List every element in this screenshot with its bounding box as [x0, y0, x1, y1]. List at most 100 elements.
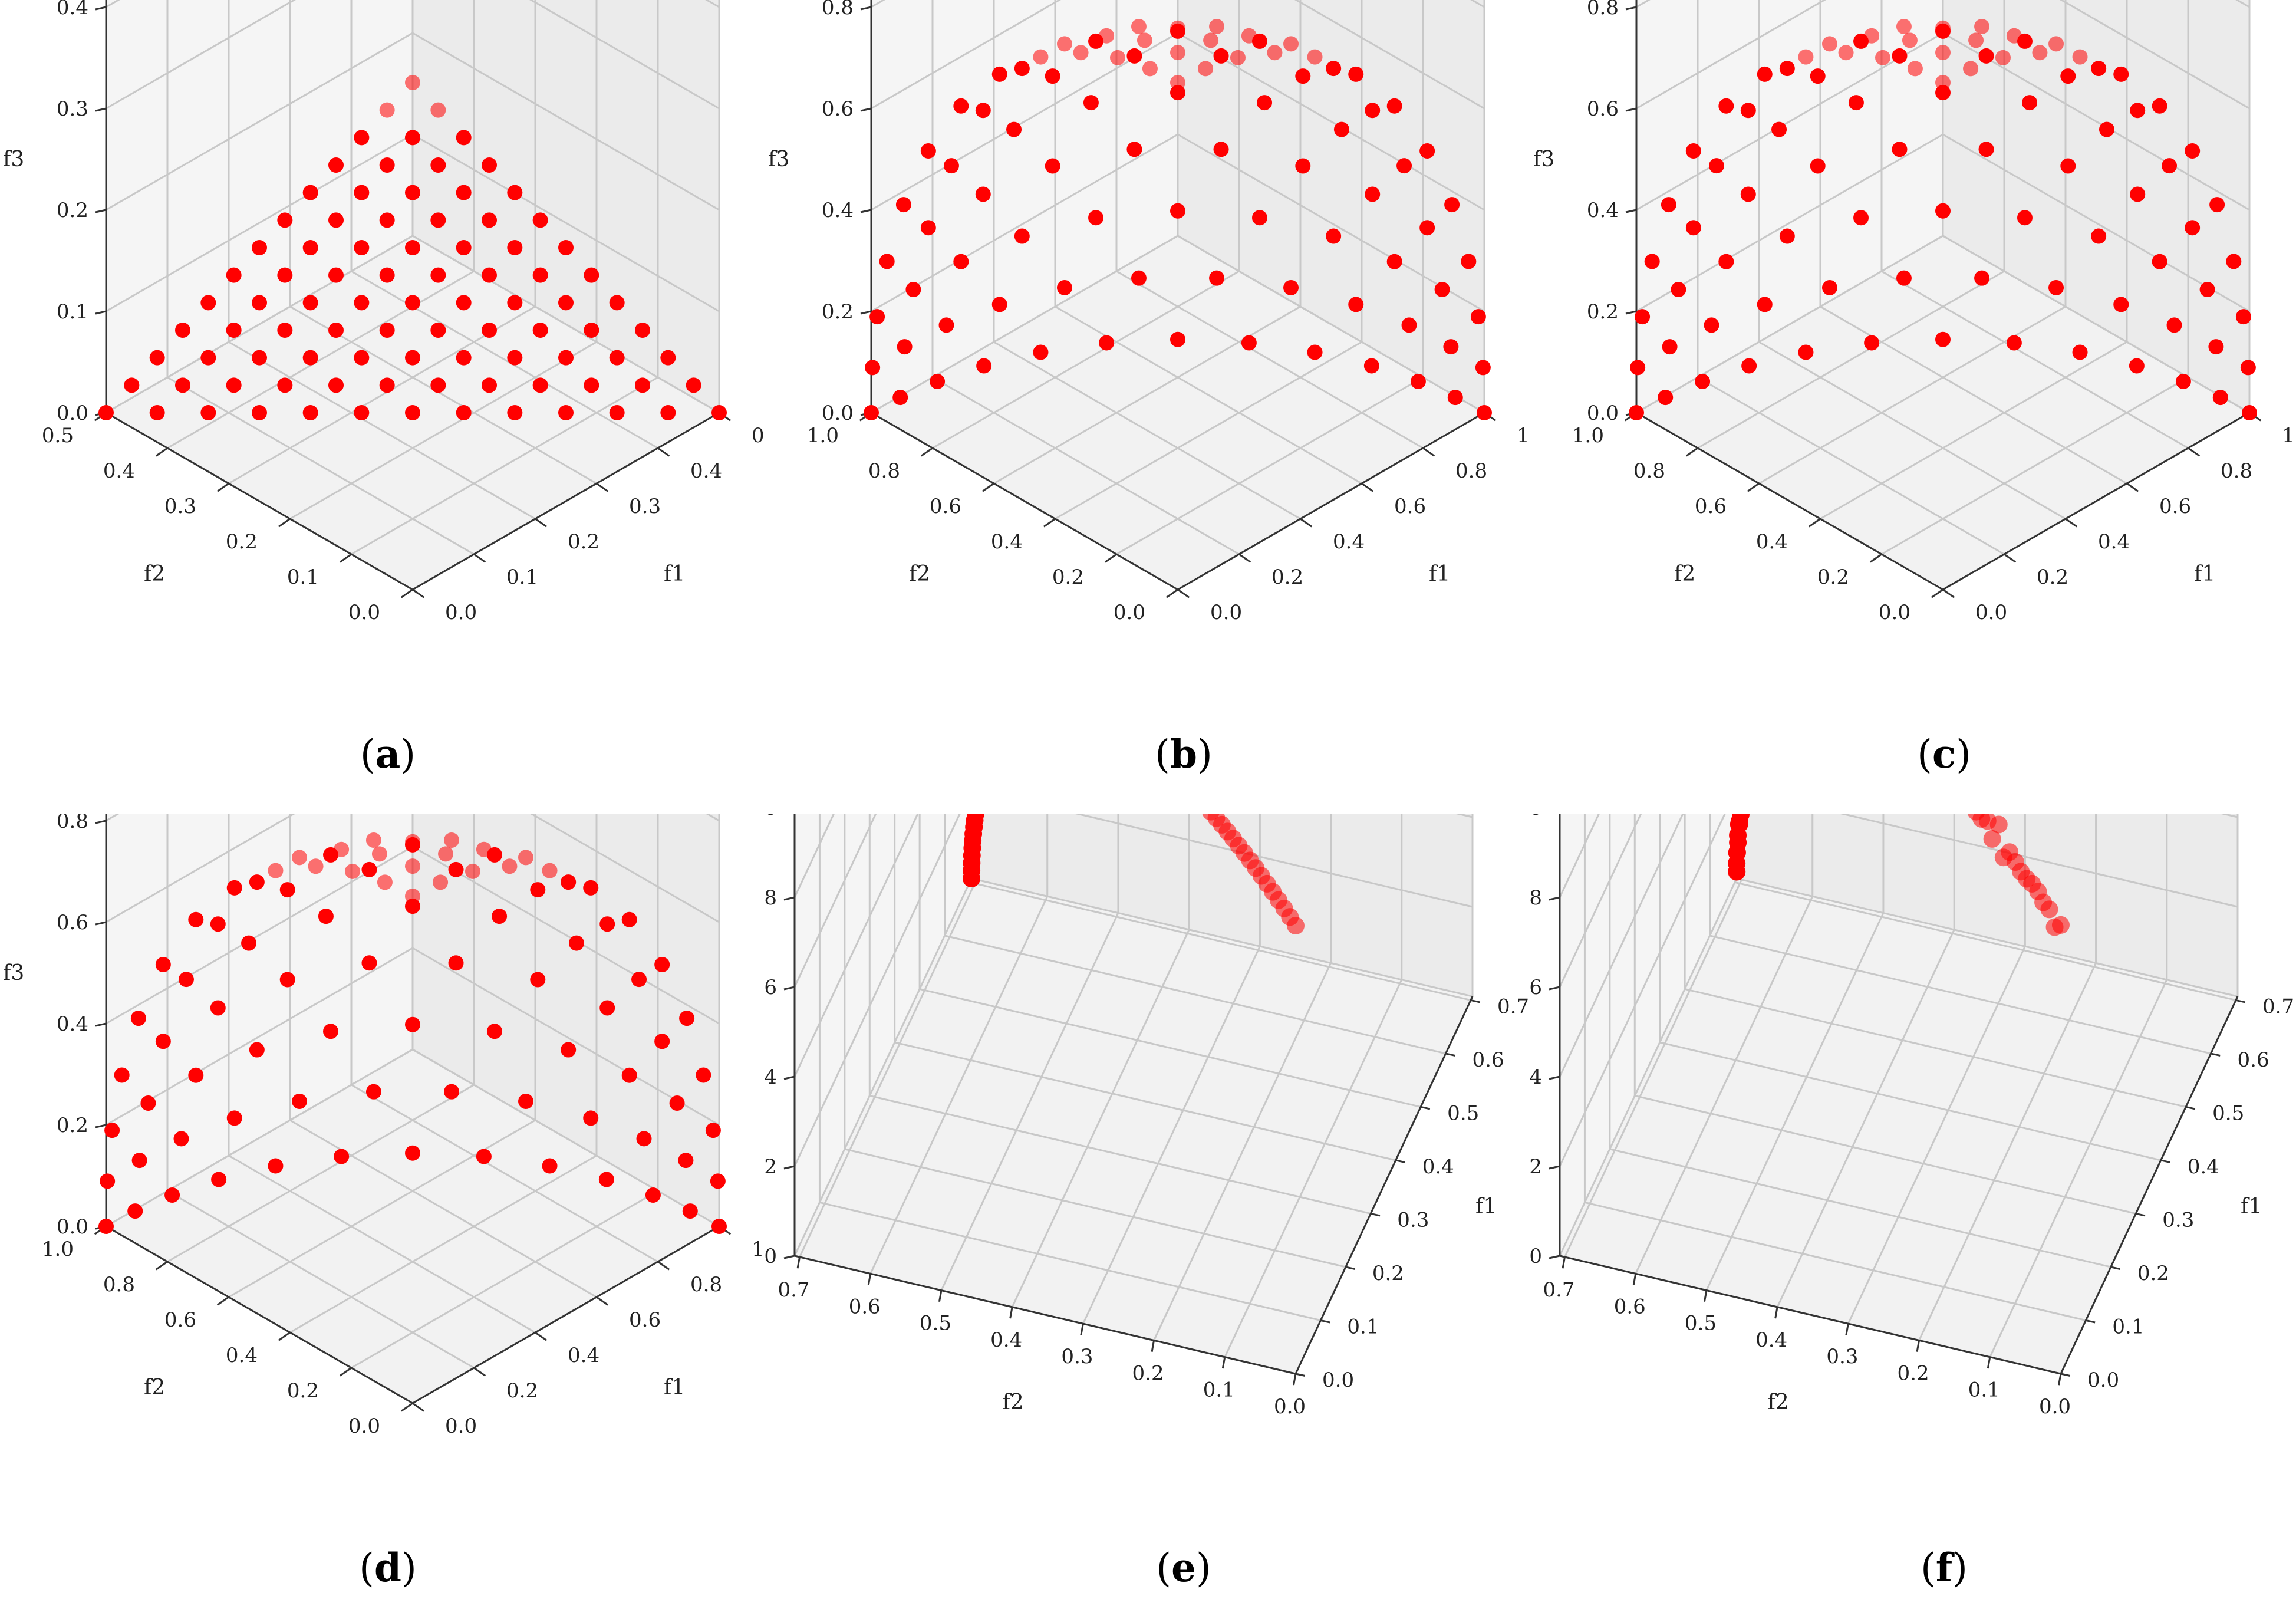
z-tick: [783, 1075, 795, 1080]
data-point: [1006, 121, 1022, 137]
x-tick: [2060, 1373, 2071, 1377]
y-tick: [278, 518, 291, 528]
data-point: [1740, 103, 1756, 119]
x-tick-label: 0.3: [1397, 1208, 1429, 1232]
data-point: [705, 1123, 721, 1138]
data-point: [178, 972, 194, 988]
z-tick: [783, 1165, 795, 1170]
z-axis-title: f3: [1533, 147, 1554, 172]
grid-line-z: [106, 32, 720, 211]
data-point: [405, 130, 420, 146]
y-tick: [1703, 1290, 1708, 1302]
y-tick-label: 0.2: [287, 1379, 319, 1403]
data-point: [155, 957, 171, 973]
y-tick-label: 0.3: [1061, 1345, 1093, 1368]
data-point: [482, 323, 497, 338]
x-tick: [2135, 1213, 2146, 1217]
data-point: [991, 297, 1007, 312]
data-point: [1014, 61, 1030, 77]
x-tick: [657, 1261, 670, 1271]
chart-b: 0.00.20.40.60.81.00.00.20.40.60.81.00.00…: [768, 0, 1530, 624]
data-point: [444, 1084, 460, 1100]
data-point: [2060, 68, 2076, 84]
data-point: [465, 863, 480, 879]
data-point: [1363, 358, 1379, 374]
y-tick: [1774, 1307, 1778, 1319]
x-axis-title: f1: [1429, 562, 1450, 586]
data-point: [291, 850, 307, 866]
data-point: [930, 373, 946, 389]
y-tick-label: 0.5: [1685, 1312, 1717, 1335]
x-tick-label: 0.4: [568, 1344, 599, 1367]
data-point: [645, 1187, 661, 1203]
grid-line-z: [106, 0, 720, 110]
data-point: [669, 1095, 685, 1111]
data-point: [302, 185, 318, 200]
x-tick: [2235, 999, 2246, 1003]
data-point: [482, 377, 497, 393]
y-tick: [278, 1331, 291, 1341]
data-point: [1708, 158, 1724, 174]
data-point: [405, 75, 420, 90]
data-point: [456, 185, 472, 200]
data-point: [678, 1153, 694, 1169]
data-point: [1287, 917, 1305, 934]
z-tick: [783, 1255, 795, 1259]
data-point: [252, 350, 267, 366]
data-point: [1470, 309, 1486, 325]
data-point: [2091, 61, 2107, 77]
data-point: [371, 846, 387, 862]
y-tick-label: 0.3: [164, 495, 196, 518]
data-point: [124, 377, 140, 393]
data-point: [991, 66, 1007, 82]
data-point: [631, 972, 647, 988]
z-tick: [95, 6, 107, 11]
data-point: [1935, 75, 1951, 90]
x-tick-label: 0.1: [2112, 1315, 2144, 1338]
data-point: [345, 863, 361, 879]
data-point: [1685, 143, 1701, 159]
data-point: [1907, 61, 1923, 77]
x-axis-title: f1: [664, 1376, 685, 1400]
chart-e: 0.00.10.20.30.40.50.60.70.00.10.20.30.40…: [765, 814, 1529, 1419]
data-point: [155, 1034, 171, 1049]
grid-line-z: [793, 814, 877, 988]
data-point: [430, 212, 446, 228]
data-point: [1209, 270, 1225, 286]
y-tick: [1080, 1323, 1084, 1335]
z-tick-label: 0.3: [57, 97, 88, 121]
data-point: [1740, 186, 1756, 202]
data-point: [1935, 331, 1951, 347]
data-point: [2185, 220, 2201, 236]
x-tick-label: 0.6: [1394, 495, 1426, 518]
data-point: [943, 158, 959, 174]
data-point: [226, 880, 242, 896]
data-point: [895, 197, 911, 213]
data-point: [200, 350, 216, 366]
z-tick-label: 0.2: [57, 199, 88, 222]
x-tick: [596, 1296, 609, 1306]
y-tick: [2058, 1373, 2062, 1386]
data-point: [1935, 45, 1951, 61]
data-point: [710, 1173, 726, 1189]
data-point: [328, 323, 344, 338]
x-tick-label: 0.4: [2098, 530, 2130, 554]
data-point: [879, 254, 895, 269]
data-point: [1401, 317, 1417, 333]
y-tick-label: 0.7: [1543, 1278, 1574, 1302]
z-tick: [1625, 310, 1637, 315]
y-tick: [796, 1256, 801, 1269]
y-tick: [339, 553, 352, 563]
grid-line-z: [793, 814, 1473, 1167]
data-point: [1267, 45, 1283, 61]
data-point: [502, 858, 518, 874]
x-axis-title: f1: [664, 562, 685, 586]
chart-c: 0.00.20.40.60.81.00.00.20.40.60.81.00.00…: [1533, 0, 2295, 624]
data-point: [405, 240, 420, 255]
data-point: [405, 350, 420, 366]
data-point: [1131, 18, 1147, 34]
data-point: [365, 832, 381, 848]
z-tick-label: 0.4: [1587, 199, 1619, 222]
data-point: [252, 295, 267, 311]
data-point: [584, 377, 599, 393]
